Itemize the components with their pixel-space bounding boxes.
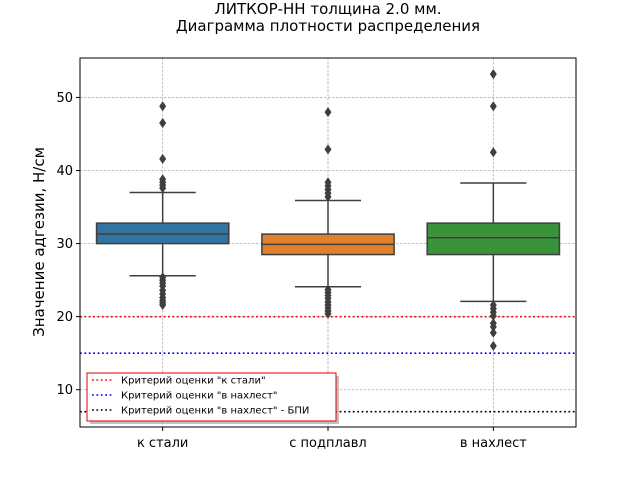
outlier-point <box>489 327 497 338</box>
outlier-point <box>324 191 332 202</box>
legend-box <box>86 372 337 422</box>
x-tick-label: к стали <box>137 436 188 451</box>
outlier-point <box>489 101 497 112</box>
x-tick-label: с подплавл <box>289 436 366 451</box>
chart-title-line-2: Диаграмма плотности распределения <box>176 17 480 35</box>
outlier-point <box>489 69 497 80</box>
legend-label: Критерий оценки "в нахлест" <box>121 391 278 402</box>
outlier-point <box>159 101 167 112</box>
y-tick-label: 10 <box>56 383 73 398</box>
box-iqr <box>426 222 561 256</box>
y-tick-label: 50 <box>56 91 73 106</box>
chart-title-line-1: ЛИТКОР-НН толщина 2.0 мм. <box>214 0 441 18</box>
outlier-point <box>489 340 497 351</box>
x-tick-label: в нахлест <box>460 436 527 451</box>
outlier-point <box>489 147 497 158</box>
outlier-point <box>159 183 167 194</box>
outlier-point <box>159 299 167 310</box>
y-axis-ticks: 10 20 30 40 50 <box>56 91 80 398</box>
x-axis-ticks: к стали с подплавл в нахлест <box>137 427 527 451</box>
boxes <box>95 69 561 351</box>
y-tick-label: 30 <box>56 237 73 252</box>
y-tick-label: 40 <box>56 164 73 179</box>
y-tick-label: 20 <box>56 310 73 325</box>
outlier-point <box>324 144 332 155</box>
outlier-point <box>159 153 167 164</box>
legend: Критерий оценки "к стали" Критерий оценки… <box>86 372 339 424</box>
legend-label: Критерий оценки "в нахлест" - БПИ <box>121 406 309 417</box>
box-group <box>95 101 230 310</box>
outlier-point <box>159 118 167 129</box>
outlier-point <box>489 321 497 332</box>
box-group <box>426 69 561 351</box>
legend-label: Критерий оценки "к стали" <box>121 376 266 387</box>
outlier-point <box>489 310 497 321</box>
outlier-point <box>324 308 332 319</box>
outlier-point <box>324 107 332 118</box>
box-group <box>261 107 395 319</box>
y-axis-label: Значение адгезии, Н/см <box>30 147 48 337</box>
